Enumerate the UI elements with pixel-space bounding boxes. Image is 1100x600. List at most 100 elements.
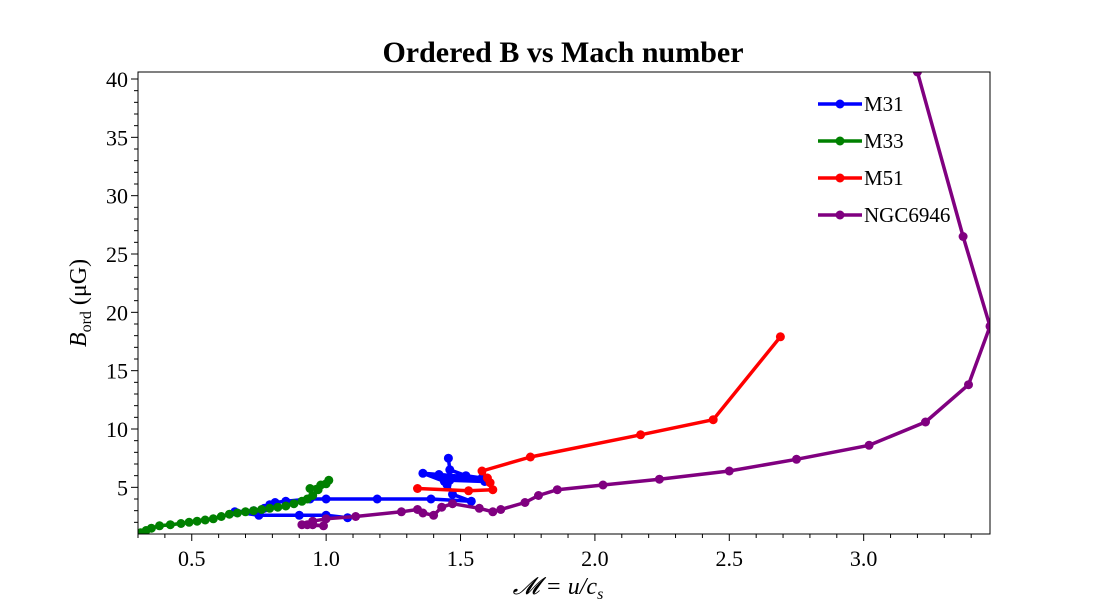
data-point-ngc6946-16 bbox=[448, 499, 457, 509]
data-point-m31-2 bbox=[461, 471, 471, 481]
x-axis-label-subscript: s bbox=[597, 586, 603, 600]
legend-item-m33: M33 bbox=[818, 129, 904, 153]
data-point-m33-9 bbox=[208, 514, 218, 524]
data-point-ngc6946-11 bbox=[534, 491, 543, 500]
data-point-ngc6946-18 bbox=[429, 510, 439, 520]
legend-label: NGC6946 bbox=[864, 203, 950, 227]
x-axis: 0.5 1.0 1.5 2.0 2.5 3.0 bbox=[137, 534, 972, 571]
data-point-m33-15 bbox=[257, 505, 267, 514]
data-point-ngc6946-17 bbox=[437, 502, 447, 512]
data-point-m33-22 bbox=[308, 491, 318, 500]
legend-marker bbox=[835, 173, 845, 183]
y-axis-label-unit: (μG) bbox=[66, 259, 92, 311]
data-point-m33-18 bbox=[281, 501, 291, 511]
data-point-m31-15 bbox=[321, 494, 331, 504]
data-point-ngc6946-28 bbox=[297, 520, 307, 530]
legend-item-m51: M51 bbox=[818, 166, 904, 190]
data-point-ngc6946-22 bbox=[351, 512, 361, 521]
y-tick-label: 35 bbox=[106, 125, 128, 150]
data-point-ngc6946-10 bbox=[552, 485, 562, 495]
data-point-m33-2 bbox=[146, 523, 156, 533]
plot-frame bbox=[137, 71, 991, 535]
data-point-ngc6946-5 bbox=[864, 440, 874, 450]
legend-label: M51 bbox=[864, 166, 904, 190]
data-point-m31-14 bbox=[372, 494, 382, 504]
data-point-m31-1 bbox=[445, 465, 455, 475]
data-point-m33-17 bbox=[273, 502, 283, 512]
x-tick-label: 3.0 bbox=[850, 546, 878, 571]
data-point-ngc6946-7 bbox=[724, 466, 734, 476]
y-axis-label-subscript: ord bbox=[78, 311, 95, 332]
data-point-ngc6946-14 bbox=[488, 507, 498, 517]
data-point-ngc6946-15 bbox=[474, 503, 484, 513]
data-point-m33-8 bbox=[200, 515, 210, 525]
data-point-ngc6946-3 bbox=[964, 380, 973, 390]
y-axis: 5 10 15 20 25 30 35 40 bbox=[106, 67, 138, 523]
data-point-ngc6946-2 bbox=[985, 321, 990, 331]
data-point-ngc6946-21 bbox=[396, 507, 406, 517]
x-tick-label: 2.0 bbox=[581, 546, 609, 571]
data-point-m33-19 bbox=[289, 499, 299, 509]
data-point-m33-10 bbox=[216, 512, 226, 521]
data-point-ngc6946-0 bbox=[912, 72, 922, 77]
data-point-m33-11 bbox=[224, 509, 234, 519]
data-point-m33-14 bbox=[249, 506, 259, 516]
data-point-ngc6946-26 bbox=[308, 520, 318, 530]
data-point-m51-3 bbox=[525, 452, 535, 462]
data-point-ngc6946-20 bbox=[413, 505, 422, 514]
x-tick-label: 1.0 bbox=[312, 546, 340, 571]
legend: M31 M33 M51 NGC6946 bbox=[818, 92, 950, 227]
legend-item-ngc6946: NGC6946 bbox=[818, 203, 950, 227]
data-point-m31-5 bbox=[418, 468, 428, 478]
legend-marker bbox=[835, 136, 845, 146]
data-point-m31-12 bbox=[466, 496, 476, 506]
data-point-m33-4 bbox=[165, 520, 175, 530]
data-point-m31-0 bbox=[443, 453, 453, 463]
legend-marker bbox=[835, 99, 845, 109]
x-tick-label: 1.5 bbox=[447, 546, 475, 571]
data-point-ngc6946-9 bbox=[598, 480, 608, 490]
chart-title: Ordered B vs Mach number bbox=[382, 36, 743, 69]
data-point-ngc6946-8 bbox=[654, 474, 664, 484]
series-m33 bbox=[138, 475, 334, 534]
legend-label: M33 bbox=[864, 129, 904, 153]
y-tick-label: 10 bbox=[106, 417, 128, 442]
data-point-m51-1 bbox=[708, 415, 718, 425]
data-point-m31-13 bbox=[426, 494, 436, 504]
data-point-ngc6946-12 bbox=[520, 498, 530, 507]
data-point-ngc6946-4 bbox=[921, 417, 930, 427]
series-layer bbox=[138, 72, 990, 534]
data-point-m51-8 bbox=[464, 486, 474, 496]
data-point-ngc6946-27 bbox=[319, 521, 328, 531]
series-m51 bbox=[413, 332, 785, 496]
data-point-m51-6 bbox=[485, 478, 495, 488]
series-line-m51 bbox=[415, 335, 783, 493]
data-point-m31-10 bbox=[439, 473, 449, 483]
data-point-ngc6946-6 bbox=[792, 454, 801, 464]
data-point-m33-6 bbox=[184, 517, 194, 527]
data-point-m51-0 bbox=[775, 332, 785, 342]
data-point-m33-12 bbox=[232, 508, 242, 518]
data-point-m33-3 bbox=[155, 521, 164, 531]
x-axis-label: 𝓜 = u/cs bbox=[513, 574, 604, 600]
data-point-m51-2 bbox=[636, 430, 646, 440]
data-point-ngc6946-13 bbox=[496, 505, 506, 514]
data-point-m51-7 bbox=[488, 485, 498, 495]
legend-marker bbox=[835, 210, 845, 220]
series-ngc6946 bbox=[297, 72, 990, 531]
y-tick-label: 25 bbox=[106, 242, 128, 267]
data-point-m33-5 bbox=[176, 519, 186, 528]
x-tick-label: 0.5 bbox=[178, 546, 206, 571]
y-axis-label: Bord (μG) bbox=[66, 259, 95, 347]
data-point-m33-24 bbox=[305, 484, 315, 493]
data-point-m33-27 bbox=[324, 475, 334, 485]
data-point-m51-9 bbox=[413, 484, 422, 493]
data-point-ngc6946-23 bbox=[321, 514, 331, 524]
data-point-m33-16 bbox=[265, 503, 275, 513]
data-point-ngc6946-1 bbox=[958, 232, 968, 241]
y-tick-label: 20 bbox=[106, 300, 128, 325]
y-tick-label: 40 bbox=[106, 67, 128, 92]
data-point-m33-13 bbox=[241, 507, 250, 517]
data-point-m33-7 bbox=[192, 516, 202, 526]
